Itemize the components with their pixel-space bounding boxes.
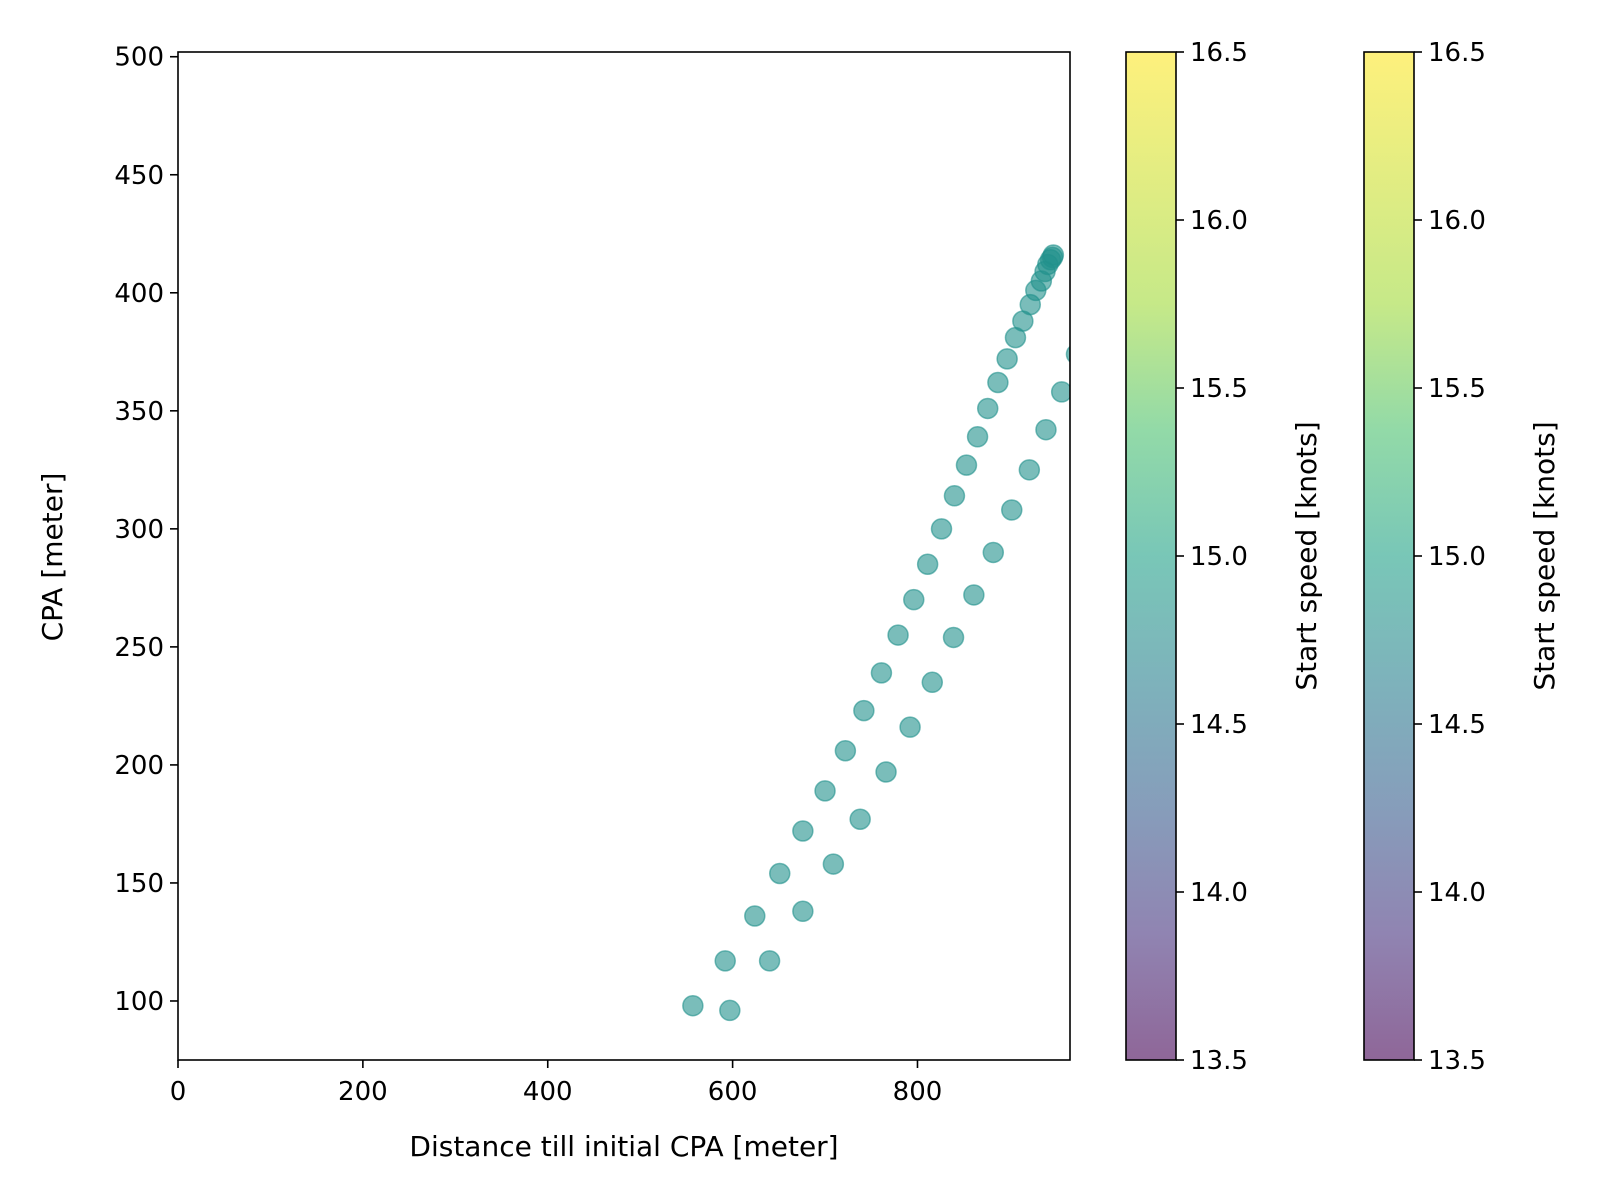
colorbar-1-tick-label: 16.5 xyxy=(1190,38,1248,68)
colorbar-1-tick-label: 13.5 xyxy=(1190,1046,1248,1076)
scatter-point-s2-12 xyxy=(1001,499,1023,521)
x-tick-label: 400 xyxy=(523,1077,573,1107)
x-tick-label: 0 xyxy=(170,1077,187,1107)
y-tick-label: 350 xyxy=(114,397,164,427)
scatter-point-s1-9 xyxy=(870,662,893,684)
colorbar-1-tick-label: 15.0 xyxy=(1190,542,1248,572)
scatter-point-s1-16 xyxy=(966,426,989,448)
scatter-point-s1-3 xyxy=(744,905,766,927)
scatter-point-s1-29 xyxy=(1042,244,1065,266)
scatter-point-s2-13 xyxy=(1018,459,1041,481)
colorbar-1-gradient xyxy=(1126,52,1176,1060)
y-axis-ticks: 100 150 200 250 300 350 400 450 500 xyxy=(114,43,178,1017)
y-tick-label: 300 xyxy=(114,515,164,545)
y-tick-label: 400 xyxy=(114,279,164,309)
y-tick-label: 450 xyxy=(114,161,164,191)
scatter-point-s2-6 xyxy=(875,761,897,783)
y-tick-label: 150 xyxy=(114,869,164,899)
colorbar-2-tick-label: 14.5 xyxy=(1428,710,1486,740)
scatter-point-s1-13 xyxy=(930,518,953,540)
scatter-point-s2-5 xyxy=(849,808,871,830)
scatter-point-s1-17 xyxy=(976,397,999,420)
x-axis-title: Distance till initial CPA [meter] xyxy=(409,1130,838,1163)
colorbar-2-ticks: 13.5 14.0 14.5 15.0 15.5 16.0 16.5 xyxy=(1414,38,1486,1076)
scatter-point-s1-7 xyxy=(834,740,857,762)
scatter-point-s2-1 xyxy=(719,999,741,1022)
colorbar-2-tick-label: 15.0 xyxy=(1428,542,1486,572)
scatter-point-s2-3 xyxy=(792,900,814,923)
scatter-point-s1-18 xyxy=(987,371,1009,394)
colorbar-2-tick-label: 15.5 xyxy=(1428,374,1486,404)
colorbar-2-tick-label: 14.0 xyxy=(1428,878,1486,908)
scatter-point-s1-15 xyxy=(955,454,978,476)
colorbar-2-tick-label: 16.0 xyxy=(1428,206,1486,236)
scatter-point-s2-9 xyxy=(942,626,965,649)
x-axis-ticks: 0 200 400 600 800 xyxy=(170,1060,943,1107)
y-axis-title: CPA [meter] xyxy=(36,473,69,642)
y-tick-label: 200 xyxy=(114,751,164,781)
colorbar-1-tick-label: 16.0 xyxy=(1190,206,1248,236)
x-tick-label: 600 xyxy=(708,1077,758,1107)
scatter-point-s2-16 xyxy=(1065,345,1070,363)
scatter-point-s2-7 xyxy=(899,716,921,738)
colorbar-1-tick-label: 14.0 xyxy=(1190,878,1248,908)
x-tick-label: 200 xyxy=(338,1077,388,1107)
x-tick-label: 800 xyxy=(893,1077,943,1107)
scatter-point-s2-11 xyxy=(982,541,1005,564)
y-tick-label: 250 xyxy=(114,633,164,663)
colorbar-2-tick-label: 13.5 xyxy=(1428,1046,1486,1076)
scatter-point-s2-15 xyxy=(1050,381,1070,403)
scatter-point-s1-2 xyxy=(714,950,736,972)
colorbar-1-label: Start speed [knots] xyxy=(1290,421,1323,690)
colorbar-1-tick-label: 15.5 xyxy=(1190,374,1248,404)
scatter-point-s2-10 xyxy=(963,584,985,606)
colorbar-2: 13.5 14.0 14.5 15.0 15.5 16.0 16.5 Start speed… xyxy=(1363,38,1561,1076)
colorbar-1: 13.5 14.0 14.5 15.0 15.5 16.0 16.5 Start speed… xyxy=(1125,38,1323,1076)
scatter-point-s1-14 xyxy=(943,485,966,507)
scatter-point-s1-10 xyxy=(887,624,909,646)
scatter-point-s1-19 xyxy=(996,348,1018,370)
scatter-point-s2-8 xyxy=(921,671,944,694)
scatter-point-s1-4 xyxy=(769,862,791,885)
colorbar-2-gradient xyxy=(1364,52,1414,1060)
y-tick-label: 100 xyxy=(114,987,164,1017)
scatter-point-s1-8 xyxy=(853,699,875,722)
colorbar-2-tick-label: 16.5 xyxy=(1428,38,1486,68)
scatter-point-s1-5 xyxy=(792,820,814,842)
plot-frame xyxy=(177,51,1071,1061)
colorbar-2-label: Start speed [knots] xyxy=(1528,421,1561,690)
scatter-point-s2-2 xyxy=(758,950,781,972)
scatter-point-s1-12 xyxy=(916,553,939,576)
scatter-point-s2-14 xyxy=(1035,418,1057,441)
scatter-point-s1-6 xyxy=(814,780,836,802)
scatter-point-s1-1 xyxy=(682,994,704,1017)
scatter-point-s2-4 xyxy=(822,853,845,875)
y-tick-label: 500 xyxy=(114,43,164,73)
colorbar-1-tick-label: 14.5 xyxy=(1190,710,1248,740)
points-layer xyxy=(682,244,1070,1022)
scatter-point-s1-11 xyxy=(903,588,925,611)
plot-area: 0 200 400 600 800 100 150 200 250 300 350 400 450 50… xyxy=(114,43,1071,1107)
colorbar-1-ticks: 13.5 14.0 14.5 15.0 15.5 16.0 16.5 xyxy=(1176,38,1248,1076)
